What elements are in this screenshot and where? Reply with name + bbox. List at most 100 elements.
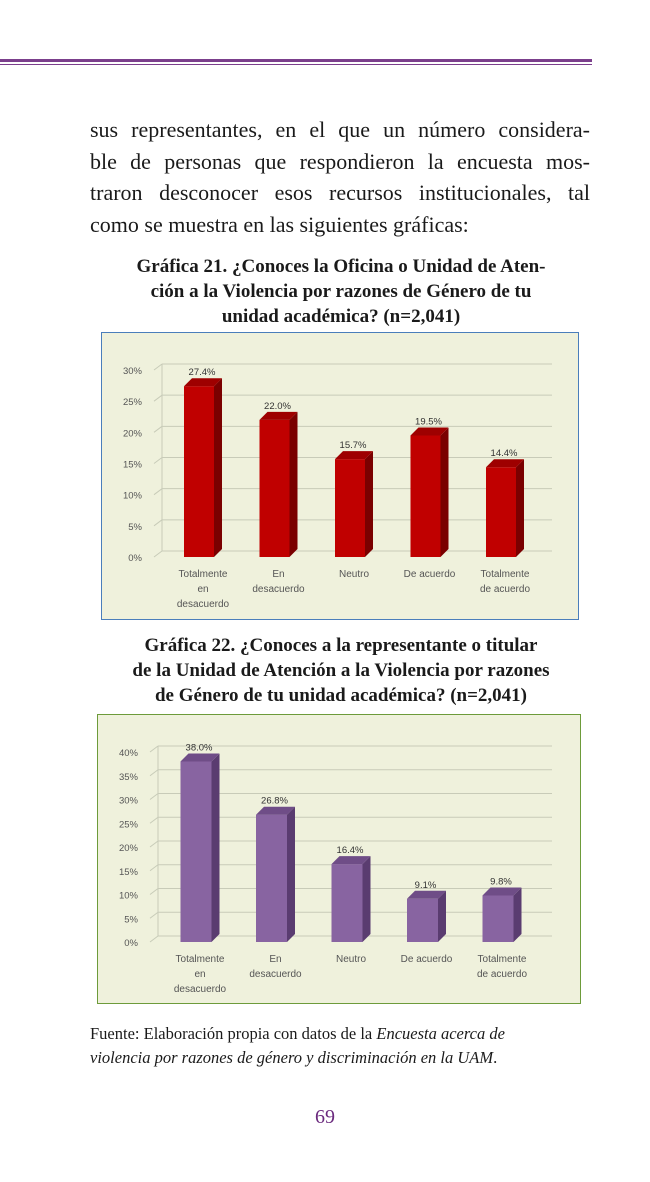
bar-top: [482, 887, 522, 896]
bar: [180, 761, 212, 942]
y-tick-label: 0%: [128, 553, 142, 564]
bar-side: [211, 753, 220, 942]
y-tick-label: 25%: [119, 819, 139, 830]
header-rule-thin: [0, 64, 592, 65]
caption-line: ción a la Violencia por razones de Géner…: [150, 281, 532, 302]
gridline-diagonal: [149, 745, 159, 753]
bar-side: [438, 890, 446, 942]
bar: [482, 895, 514, 942]
gridline-diagonal: [153, 519, 163, 527]
x-tick-label: Totalmente: [481, 569, 530, 580]
y-tick-label: 30%: [123, 366, 143, 377]
data-label: 9.8%: [490, 876, 512, 887]
chart-svg: 0% 5% 10% 15% 20% 25% 30% 27.4% Totalmente en desa…: [123, 363, 552, 610]
bar-side: [513, 887, 522, 942]
data-label: 27.4%: [189, 367, 216, 378]
gridline-diagonal: [149, 888, 159, 895]
data-label: 15.7%: [340, 440, 367, 451]
source-text: Fuente: Elaboración propia con datos de …: [90, 1024, 377, 1043]
caption-line: Gráfica 21. ¿Conoces la Oficina o Unidad…: [136, 256, 546, 277]
bar: [410, 435, 441, 557]
y-tick-label: 5%: [124, 914, 138, 925]
y-tick-label: 20%: [119, 843, 139, 854]
bar-top: [335, 451, 373, 460]
x-tick-label: de acuerdo: [477, 969, 527, 980]
source-line-1: Fuente: Elaboración propia con datos de …: [90, 1022, 610, 1046]
bar: [407, 898, 438, 942]
bar-top: [259, 411, 298, 420]
y-tick-label: 10%: [119, 891, 139, 902]
caption-line: de Género de tu unidad académica? (n=2,0…: [154, 685, 527, 706]
gridline-diagonal: [149, 816, 159, 824]
y-tick-label: 15%: [123, 460, 143, 471]
y-tick-label: 35%: [119, 772, 139, 783]
source-line-2: violencia por razones de género y discri…: [90, 1046, 610, 1070]
caption-line: Gráfica 22. ¿Conoces a la representante …: [144, 635, 538, 656]
data-label: 26.8%: [261, 796, 288, 807]
x-tick-label: Totalmente: [176, 954, 225, 965]
x-tick-label: Neutro: [339, 569, 369, 580]
paragraph-line: sus representantes, en el que un número …: [90, 117, 590, 142]
bar: [486, 467, 516, 557]
gridline-diagonal: [153, 425, 163, 433]
y-tick-label: 10%: [123, 491, 143, 502]
x-tick-label: Totalmente: [478, 954, 527, 965]
bar: [256, 814, 287, 942]
data-label: 22.0%: [264, 401, 291, 412]
bar: [335, 459, 365, 557]
gridline-diagonal: [149, 935, 159, 943]
y-tick-label: 40%: [119, 748, 139, 759]
gridline-diagonal: [149, 769, 159, 777]
paragraph-line: traron desconocer esos recursos instituc…: [90, 180, 590, 205]
x-tick-label: desacuerdo: [177, 599, 230, 610]
gridline-diagonal: [153, 363, 163, 371]
gridline-diagonal: [153, 488, 163, 496]
figure-21-caption: Gráfica 21. ¿Conoces la Oficina o Unidad…: [88, 254, 594, 329]
y-tick-label: 20%: [123, 428, 143, 439]
x-tick-label: desacuerdo: [174, 984, 227, 995]
y-tick-label: 15%: [119, 867, 139, 878]
source-period: .: [493, 1048, 498, 1067]
bar-side: [214, 378, 222, 557]
data-label: 9.1%: [415, 880, 437, 891]
bar-top: [407, 890, 446, 899]
source-survey-title-cont: violencia por razones de género y discri…: [90, 1048, 494, 1067]
bar-top: [256, 806, 295, 815]
bar-top: [486, 459, 524, 468]
paragraph-line: como se muestra en las siguientes gráfic…: [90, 211, 469, 237]
gridline-diagonal: [149, 840, 159, 848]
x-tick-label: Totalmente: [179, 569, 228, 580]
source-note: Fuente: Elaboración propia con datos de …: [90, 1022, 610, 1070]
bar-top: [184, 378, 222, 387]
source-survey-title: Encuesta acerca de: [376, 1024, 505, 1043]
gridline-diagonal: [153, 457, 163, 464]
bar-side: [287, 806, 295, 942]
x-tick-label: Neutro: [336, 954, 366, 965]
bar: [259, 419, 290, 557]
bar: [184, 386, 214, 557]
y-tick-label: 25%: [123, 397, 143, 408]
x-tick-label: En: [272, 569, 284, 580]
chart-21: 0% 5% 10% 15% 20% 25% 30% 27.4% Totalmente en desa…: [101, 332, 579, 620]
data-label: 38.0%: [186, 743, 213, 754]
bar-side: [289, 411, 298, 557]
x-tick-label: desacuerdo: [252, 584, 305, 595]
gridline-diagonal: [149, 864, 159, 872]
bar-top: [180, 753, 220, 762]
bar-top: [331, 856, 371, 865]
caption-line: de la Unidad de Atención a la Violencia …: [132, 660, 550, 681]
chart-svg: 0% 5% 10% 15% 20% 25% 30% 35% 40% 38.0% Totalmente…: [119, 743, 552, 995]
paragraph-line: ble de personas que respondieron la encu…: [90, 148, 590, 174]
bar-side: [440, 427, 449, 557]
bar-side: [365, 451, 373, 557]
x-tick-label: De acuerdo: [401, 954, 453, 965]
x-tick-label: De acuerdo: [404, 569, 456, 580]
gridline-diagonal: [153, 550, 163, 558]
figure-22-caption: Gráfica 22. ¿Conoces a la representante …: [88, 633, 594, 708]
x-tick-label: en: [197, 584, 208, 595]
y-tick-label: 0%: [124, 938, 138, 949]
bar-top: [410, 427, 449, 436]
x-tick-label: desacuerdo: [249, 969, 302, 980]
header-rule-thick: [0, 59, 592, 62]
x-tick-label: En: [269, 954, 281, 965]
